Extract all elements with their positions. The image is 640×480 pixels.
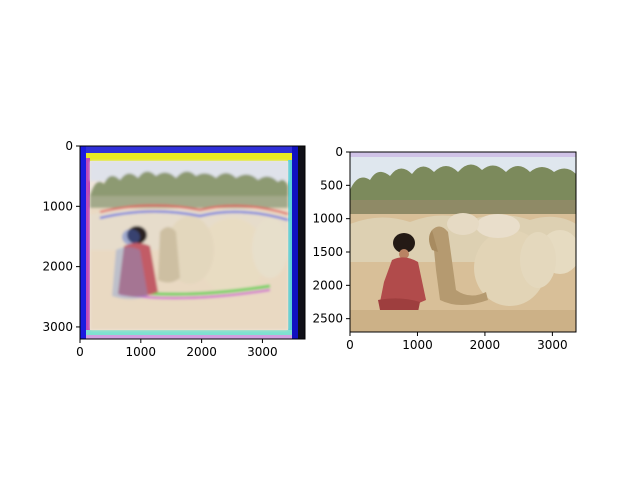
left-yellow-top-band [84, 153, 296, 161]
left-camel [158, 227, 180, 283]
right-y-tick-label: 1000 [312, 212, 343, 226]
right-x-tick-label: 1000 [402, 338, 433, 352]
left-x-tick-label: 3000 [247, 345, 278, 359]
right-camel-neck [429, 230, 438, 252]
right-camel [432, 226, 488, 305]
left-blue-top-band [80, 146, 305, 153]
left-cyan-right-band [288, 160, 292, 330]
left-x-ticks: 0 1000 2000 3000 [76, 339, 278, 359]
left-axes-ticks: 0 1000 2000 3000 0 1000 2000 3000 [42, 139, 277, 359]
left-y-tick-label: 2000 [42, 260, 73, 274]
right-y-tick-label: 0 [335, 145, 343, 159]
right-ground-shadow [350, 310, 576, 332]
right-man-legs [378, 298, 420, 313]
left-man-hat-ghost [122, 229, 140, 245]
right-axes-ticks: 0 1000 2000 3000 0 500 1000 1500 2000 2500 [312, 145, 567, 352]
left-y-tick-label: 1000 [42, 199, 73, 213]
right-top-noise-band [350, 152, 576, 157]
left-x-tick-label: 0 [76, 345, 84, 359]
left-cyan-bottom-band [86, 330, 292, 335]
right-x-tick-label: 3000 [537, 338, 568, 352]
left-sack-large [198, 218, 266, 294]
left-y-ticks: 0 1000 2000 3000 [42, 139, 80, 334]
right-y-tick-label: 1500 [312, 245, 343, 259]
left-x-tick-label: 2000 [186, 345, 217, 359]
right-y-ticks: 0 500 1000 1500 2000 2500 [312, 145, 350, 326]
right-sack-top-left [447, 213, 479, 235]
left-man-robe-ghost [112, 247, 148, 299]
right-axes-frame [349, 151, 577, 333]
left-x-tick-label: 1000 [126, 345, 157, 359]
right-y-tick-label: 500 [320, 178, 343, 192]
left-red-fringe [99, 204, 289, 215]
right-y-tick-label: 2500 [312, 312, 343, 326]
left-axes-frame [79, 145, 306, 340]
left-black-right-band [298, 146, 305, 339]
left-image-panel [80, 146, 305, 339]
right-x-tick-label: 2000 [470, 338, 501, 352]
right-man-robe [380, 257, 426, 306]
left-blue-fringe [99, 210, 289, 221]
right-x-ticks: 0 1000 2000 3000 [346, 332, 568, 352]
right-sack-top [476, 214, 520, 238]
right-image-panel [350, 152, 576, 332]
left-magenta-left-band [86, 158, 90, 334]
left-sack-right [252, 218, 288, 278]
right-y-tick-label: 2000 [312, 278, 343, 292]
right-sack-mid [520, 232, 556, 288]
right-tree-shadow [350, 200, 576, 215]
left-y-tick-label: 3000 [42, 320, 73, 334]
right-man-hat [393, 233, 415, 253]
left-blue-right-band [292, 146, 298, 339]
left-y-tick-label: 0 [65, 139, 73, 153]
right-man-face [399, 249, 409, 259]
left-magenta-bottom-band [86, 335, 292, 339]
right-x-tick-label: 0 [346, 338, 354, 352]
left-blue-left-band [80, 146, 86, 339]
